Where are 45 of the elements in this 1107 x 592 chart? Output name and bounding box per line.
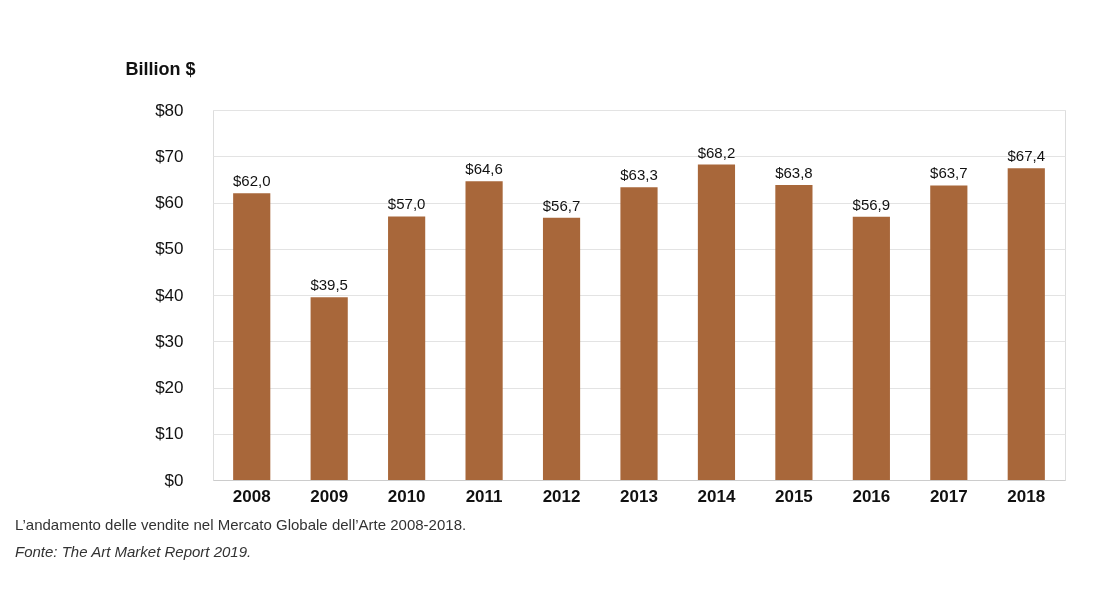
x-tick-label: 2011 bbox=[465, 486, 503, 506]
x-tick-label: 2009 bbox=[310, 486, 349, 506]
bar bbox=[465, 181, 503, 480]
data-label: $39,5 bbox=[310, 276, 348, 294]
x-tick-label: 2014 bbox=[697, 486, 736, 506]
text: L’andamento delle vendite nel Mercato Globale dell’Arte 2008-2018. bbox=[15, 516, 467, 533]
x-tick-label: 2015 bbox=[775, 486, 813, 506]
data-label: $63,7 bbox=[930, 164, 968, 182]
data-label: $67,4 bbox=[1007, 147, 1046, 165]
bar bbox=[775, 184, 813, 480]
bar bbox=[697, 164, 736, 480]
y-axis-title: Billion $ bbox=[125, 58, 196, 79]
bar bbox=[620, 187, 658, 480]
data-label: $56,7 bbox=[542, 196, 581, 214]
data-label: $56,9 bbox=[852, 195, 891, 213]
y-tick-label: $30 bbox=[155, 331, 184, 351]
y-tick-label: $80 bbox=[155, 100, 184, 120]
x-tick-label: 2010 bbox=[387, 486, 426, 506]
x-tick-label: 2016 bbox=[852, 486, 891, 506]
y-tick-label: $40 bbox=[155, 285, 184, 305]
y-tick-label: $50 bbox=[155, 239, 184, 259]
y-tick-label: $10 bbox=[155, 424, 184, 444]
data-label: $63,8 bbox=[775, 163, 813, 181]
data-label: $64,6 bbox=[465, 160, 503, 178]
bar bbox=[930, 185, 968, 480]
y-tick-label: $20 bbox=[155, 378, 184, 397]
bar bbox=[233, 193, 271, 480]
bar bbox=[388, 216, 426, 480]
bar bbox=[1007, 168, 1045, 480]
y-tick-label: $0 bbox=[164, 470, 184, 490]
x-tick-label: 2008 bbox=[232, 486, 271, 506]
x-tick-label: 2017 bbox=[929, 486, 968, 506]
data-label: $68,2 bbox=[697, 143, 736, 161]
y-tick-label: $60 bbox=[155, 193, 184, 212]
y-tick-label: $70 bbox=[155, 146, 184, 166]
data-label: $62,0 bbox=[232, 172, 271, 190]
data-label: $63,3 bbox=[620, 166, 658, 184]
source-note: Fonte: The Art Market Report 2019. bbox=[15, 543, 252, 560]
bar bbox=[542, 217, 581, 480]
x-tick-label: 2012 bbox=[542, 486, 581, 506]
x-tick-label: 2018 bbox=[1007, 486, 1046, 506]
x-tick-label: 2013 bbox=[620, 486, 658, 506]
bar bbox=[310, 297, 348, 480]
data-label: $57,0 bbox=[387, 195, 426, 213]
bar bbox=[852, 216, 890, 480]
